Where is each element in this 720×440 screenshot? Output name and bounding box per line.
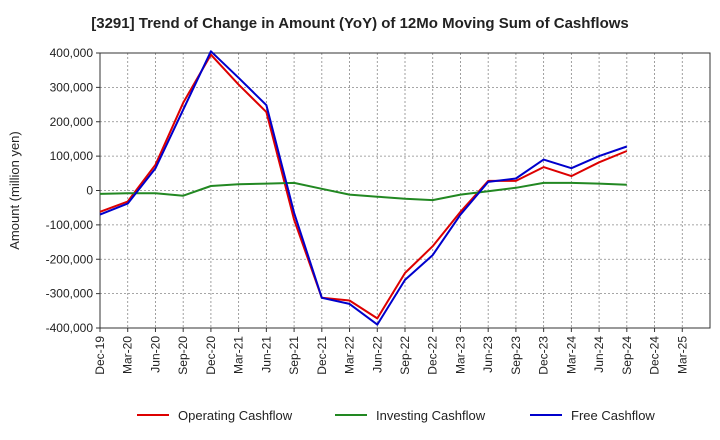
y-axis: 400,000 300,000 200,000 100,000 0 -100,000 -20… (46, 46, 100, 335)
y-tick-label: 300,000 (50, 80, 94, 94)
series-line-operating-cashflow (99, 53, 628, 320)
legend-label-free-cashflow: Free Cashflow (571, 408, 655, 423)
y-tick-label: 200,000 (50, 115, 94, 129)
x-tick-label: Mar-23 (453, 336, 467, 374)
x-tick-label: Mar-21 (232, 336, 246, 374)
x-axis: Dec-19 Mar-20 Jun-20 Sep-20 Dec-20 Mar-21 Jun-… (93, 328, 689, 375)
x-tick-label: Jun-23 (481, 336, 495, 373)
x-tick-label: Mar-20 (121, 336, 135, 374)
x-tick-label: Dec-21 (315, 336, 329, 375)
y-tick-label: 0 (86, 184, 93, 198)
x-tick-label: Dec-20 (204, 336, 218, 375)
legend: Operating Cashflow Investing Cashflow Free… (137, 408, 655, 423)
x-tick-label: Jun-22 (370, 336, 384, 373)
y-tick-label: -300,000 (46, 287, 94, 301)
x-tick-label: Jun-21 (259, 336, 273, 373)
x-tick-label: Dec-23 (537, 336, 551, 375)
y-axis-label: Amount (million yen) (7, 131, 22, 250)
x-tick-label: Sep-21 (287, 336, 301, 375)
y-tick-label: -400,000 (46, 321, 94, 335)
x-tick-label: Dec-22 (426, 336, 440, 375)
legend-label-investing-cashflow: Investing Cashflow (376, 408, 486, 423)
series-line-investing-cashflow (99, 181, 627, 202)
x-tick-label: Sep-20 (176, 336, 190, 375)
series-lines (99, 50, 628, 326)
y-tick-label: 100,000 (50, 149, 94, 163)
x-tick-label: Sep-22 (398, 336, 412, 375)
chart-title: [3291] Trend of Change in Amount (YoY) o… (91, 15, 629, 32)
series-line-free-cashflow (99, 50, 628, 326)
x-tick-label: Jun-24 (592, 336, 606, 373)
x-tick-label: Dec-19 (93, 336, 107, 375)
x-tick-label: Jun-20 (148, 336, 162, 373)
y-tick-label: -100,000 (46, 218, 94, 232)
x-tick-label: Dec-24 (648, 336, 662, 375)
x-tick-label: Sep-24 (620, 336, 634, 375)
legend-label-operating-cashflow: Operating Cashflow (178, 408, 293, 423)
x-tick-label: Mar-24 (564, 336, 578, 374)
x-tick-label: Sep-23 (509, 336, 523, 375)
y-tick-label: -200,000 (46, 252, 94, 266)
x-tick-label: Mar-25 (675, 336, 689, 374)
x-tick-label: Mar-22 (343, 336, 357, 374)
y-tick-label: 400,000 (50, 46, 94, 60)
